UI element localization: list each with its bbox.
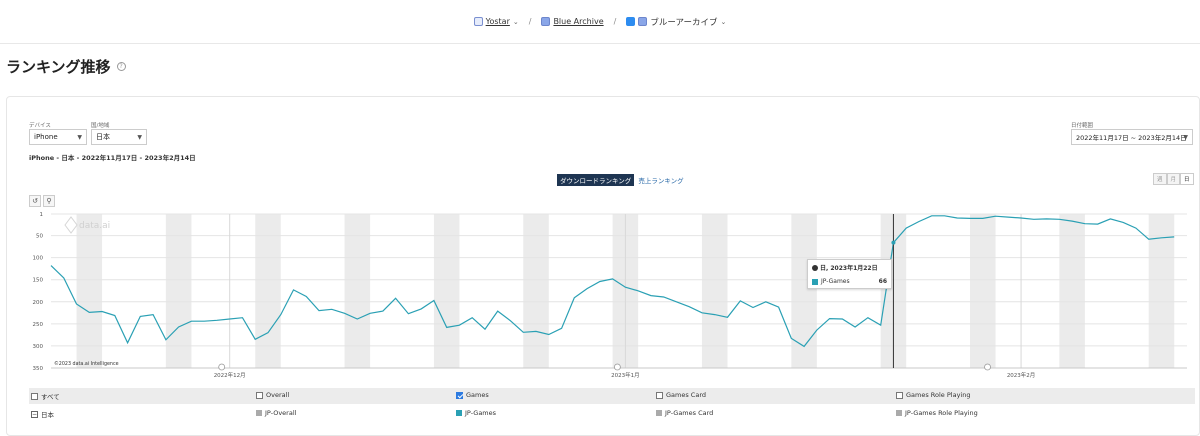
legend-header-row: すべて Overall Games Games Card Games Role …: [29, 388, 1195, 404]
x-tick-label: 2023年1月: [611, 371, 640, 379]
y-tick-label: 1: [40, 212, 44, 218]
breadcrumb-publisher[interactable]: Yostar ⌄: [473, 17, 519, 26]
event-marker-icon: [218, 363, 226, 371]
checkbox-overall[interactable]: [256, 391, 263, 399]
highlighted-point: [891, 240, 896, 245]
tab-revenue-ranking[interactable]: 売上ランキング: [638, 177, 684, 185]
caret-down-icon: ▼: [1183, 134, 1188, 141]
legend-series-row: − 日本 JP-Overall JP-Games JP-Games Card JP…: [29, 406, 1195, 422]
series-jp-games[interactable]: JP-Games: [456, 409, 496, 417]
weekend-band: [970, 214, 996, 368]
watermark-label: data.ai: [79, 221, 110, 231]
granularity-toggle: 週 月 日: [1153, 173, 1194, 185]
breadcrumb: Yostar ⌄ / Blue Archive / ブルーアーカイブ ⌄: [0, 0, 1200, 44]
weekend-band: [255, 214, 281, 368]
series-swatch: [456, 410, 462, 416]
country-select[interactable]: 日本 ▼: [91, 129, 147, 145]
filter-summary: iPhone - 日本 - 2022年11月17日 - 2023年2月14日: [29, 154, 196, 162]
y-tick-label: 350: [33, 366, 44, 372]
chevron-down-icon[interactable]: ⌄: [720, 17, 727, 26]
series-jp-overall[interactable]: JP-Overall: [256, 409, 296, 417]
app-store-icon: [626, 17, 636, 26]
device-label: デバイス: [29, 123, 51, 129]
legend-games[interactable]: Games: [456, 391, 489, 399]
reset-zoom-button[interactable]: ↺: [29, 195, 41, 207]
x-tick-label: 2022年12月: [214, 371, 246, 379]
watermark-icon: [64, 216, 78, 234]
copyright-label: ©2023 data.ai Intelligence: [54, 360, 119, 367]
globe-icon: [812, 264, 818, 271]
chevron-down-icon[interactable]: ⌄: [512, 17, 519, 26]
zoom-icon: ⚲: [46, 197, 52, 205]
app-icon: [638, 17, 648, 26]
weekend-band: [1148, 214, 1175, 368]
collapse-icon[interactable]: −: [31, 410, 38, 418]
breadcrumb-app[interactable]: ブルーアーカイブ ⌄: [626, 16, 726, 28]
y-tick-label: 200: [33, 300, 44, 306]
help-icon[interactable]: ?: [116, 62, 126, 71]
tab-download-ranking[interactable]: ダウンロードランキング: [557, 174, 635, 186]
weekend-band: [433, 214, 460, 368]
event-marker-icon: [984, 363, 991, 371]
y-tick-label: 250: [33, 322, 44, 328]
checkbox-games[interactable]: [456, 391, 463, 399]
x-tick-label: 2023年2月: [1007, 371, 1036, 379]
device-select[interactable]: iPhone ▼: [29, 129, 87, 145]
series-swatch: [256, 410, 262, 416]
weekend-band: [76, 214, 103, 368]
weekend-band: [165, 214, 192, 368]
breadcrumb-separator: /: [613, 17, 617, 26]
breadcrumb-game[interactable]: Blue Archive: [541, 17, 604, 26]
series-line: [50, 215, 1175, 348]
checkbox-all[interactable]: [31, 392, 38, 400]
series-swatch: [896, 410, 902, 416]
date-range-select[interactable]: 2022年11月17日 ~ 2023年2月14日 ▼: [1071, 129, 1193, 145]
y-tick-label: 300: [33, 344, 44, 350]
checkbox-games-role-playing[interactable]: [896, 391, 903, 399]
legend-overall[interactable]: Overall: [256, 391, 289, 399]
page-title: ランキング推移 ?: [6, 56, 126, 77]
publisher-icon: [473, 17, 483, 26]
granularity-month[interactable]: 月: [1166, 173, 1181, 185]
granularity-day[interactable]: 日: [1180, 173, 1194, 185]
game-icon: [541, 17, 551, 26]
country-label: 国/地域: [91, 123, 110, 129]
series-swatch: [656, 410, 662, 416]
ranking-tabs: ダウンロードランキング 売上ランキング: [557, 174, 684, 186]
region-toggle[interactable]: − 日本: [31, 410, 54, 419]
weekend-band: [791, 214, 817, 368]
caret-down-icon: ▼: [77, 134, 82, 141]
series-jp-games-role-playing[interactable]: JP-Games Role Playing: [896, 409, 978, 417]
checkbox-games-card[interactable]: [656, 391, 663, 399]
y-tick-label: 100: [33, 256, 44, 262]
ranking-card: デバイス iPhone ▼ 国/地域 日本 ▼ 日付範囲 2022年11月17日 ~…: [6, 96, 1200, 436]
breadcrumb-separator: /: [528, 17, 532, 26]
weekend-band: [523, 214, 549, 368]
y-tick-label: 50: [36, 234, 43, 240]
zoom-button[interactable]: ⚲: [43, 195, 55, 207]
legend-games-role-playing[interactable]: Games Role Playing: [896, 391, 970, 399]
caret-down-icon: ▼: [137, 134, 142, 141]
undo-icon: ↺: [32, 197, 38, 205]
weekend-band: [344, 214, 371, 368]
date-range-label: 日付範囲: [1071, 123, 1094, 129]
chart-tooltip: 日, 2023年1月22日 JP-Games 66: [807, 259, 892, 289]
series-jp-games-card[interactable]: JP-Games Card: [656, 409, 713, 417]
weekend-band: [701, 214, 728, 368]
legend-games-card[interactable]: Games Card: [656, 391, 706, 399]
weekend-band: [1059, 214, 1085, 368]
event-marker-icon: [613, 363, 621, 371]
y-tick-label: 150: [33, 278, 44, 284]
series-swatch: [812, 278, 818, 285]
granularity-week[interactable]: 週: [1153, 173, 1167, 185]
legend-all[interactable]: すべて: [31, 391, 60, 401]
